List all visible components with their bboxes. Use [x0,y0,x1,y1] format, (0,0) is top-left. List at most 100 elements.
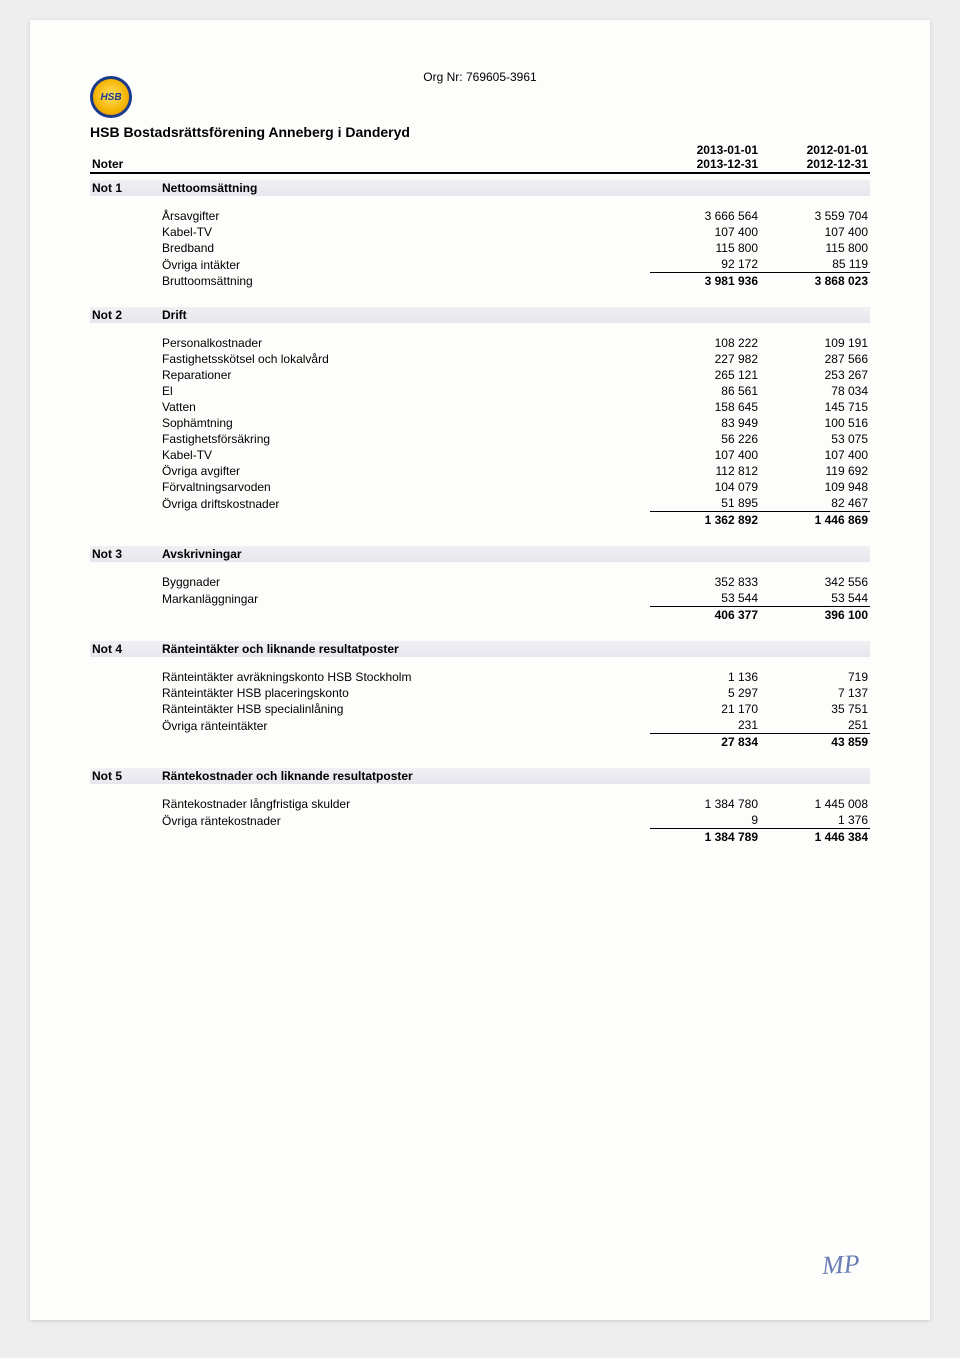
note-title: Nettoomsättning [160,180,650,196]
document-page: Org Nr: 769605-3961 HSB HSB Bostadsrätts… [30,20,930,1320]
table-row: Övriga ränteintäkter231251 [90,717,870,734]
table-row: Övriga räntekostnader91 376 [90,812,870,829]
row-value-1: 1 384 789 [650,829,760,846]
row-label: Övriga avgifter [160,463,650,479]
financial-notes-table: Noter 2013-01-012013-12-31 2012-01-01201… [90,142,870,857]
row-value-2: 43 859 [760,734,870,751]
row-label [160,607,650,624]
table-row: Bredband115 800115 800 [90,240,870,256]
row-value-1: 352 833 [650,574,760,590]
row-label: Övriga räntekostnader [160,812,650,829]
row-value-1: 1 384 780 [650,796,760,812]
row-value-2: 109 191 [760,335,870,351]
row-value-2: 35 751 [760,701,870,717]
row-value-2: 1 445 008 [760,796,870,812]
note-title: Räntekostnader och liknande resultatpost… [160,768,650,784]
row-label [160,734,650,751]
row-label: El [160,383,650,399]
row-label: Övriga intäkter [160,256,650,273]
table-row: El86 56178 034 [90,383,870,399]
note-section-header: Not 2Drift [90,307,870,323]
row-value-1: 27 834 [650,734,760,751]
row-value-1: 53 544 [650,590,760,607]
row-value-1: 107 400 [650,224,760,240]
table-row: Övriga avgifter112 812119 692 [90,463,870,479]
row-label: Fastighetsförsäkring [160,431,650,447]
row-value-2: 145 715 [760,399,870,415]
table-row: Årsavgifter3 666 5643 559 704 [90,208,870,224]
row-value-2: 1 376 [760,812,870,829]
association-title: HSB Bostadsrättsförening Anneberg i Dand… [90,124,870,140]
note-section-header: Not 5Räntekostnader och liknande resulta… [90,768,870,784]
note-title: Ränteintäkter och liknande resultatposte… [160,641,650,657]
row-value-1: 231 [650,717,760,734]
row-label: Ränteintäkter HSB placeringskonto [160,685,650,701]
note-id: Not 2 [90,307,160,323]
row-value-2: 253 267 [760,367,870,383]
row-value-2: 78 034 [760,383,870,399]
table-row: Bruttoomsättning3 981 9363 868 023 [90,273,870,290]
table-row: Byggnader352 833342 556 [90,574,870,590]
row-label: Årsavgifter [160,208,650,224]
row-value-2: 107 400 [760,224,870,240]
row-label: Byggnader [160,574,650,590]
table-row: Fastighetsskötsel och lokalvård227 98228… [90,351,870,367]
row-value-2: 85 119 [760,256,870,273]
row-value-1: 406 377 [650,607,760,624]
table-row: 1 384 7891 446 384 [90,829,870,846]
row-label: Fastighetsskötsel och lokalvård [160,351,650,367]
table-row: Vatten158 645145 715 [90,399,870,415]
hsb-logo-text: HSB [100,92,121,103]
row-value-1: 56 226 [650,431,760,447]
row-value-2: 53 075 [760,431,870,447]
table-row: Kabel-TV107 400107 400 [90,224,870,240]
row-value-1: 51 895 [650,495,760,512]
row-value-2: 115 800 [760,240,870,256]
table-row: Ränteintäkter HSB placeringskonto5 2977 … [90,685,870,701]
column-header-period-1: 2013-01-012013-12-31 [650,142,760,173]
note-title: Drift [160,307,650,323]
row-label: Personalkostnader [160,335,650,351]
row-value-1: 108 222 [650,335,760,351]
row-value-1: 112 812 [650,463,760,479]
row-value-2: 100 516 [760,415,870,431]
row-value-2: 396 100 [760,607,870,624]
note-section-header: Not 3Avskrivningar [90,546,870,562]
row-value-1: 92 172 [650,256,760,273]
row-label: Reparationer [160,367,650,383]
row-value-2: 3 868 023 [760,273,870,290]
table-row: Markanläggningar53 54453 544 [90,590,870,607]
row-value-2: 251 [760,717,870,734]
note-section-header: Not 1Nettoomsättning [90,180,870,196]
row-label: Bredband [160,240,650,256]
row-label: Övriga ränteintäkter [160,717,650,734]
note-id: Not 4 [90,641,160,657]
row-value-1: 158 645 [650,399,760,415]
row-value-2: 342 556 [760,574,870,590]
note-id: Not 1 [90,180,160,196]
row-value-2: 82 467 [760,495,870,512]
row-value-1: 21 170 [650,701,760,717]
row-value-1: 1 136 [650,669,760,685]
row-label: Vatten [160,399,650,415]
row-label [160,829,650,846]
row-label: Ränteintäkter HSB specialinlåning [160,701,650,717]
table-row: Övriga intäkter92 17285 119 [90,256,870,273]
row-value-2: 107 400 [760,447,870,463]
table-row: 1 362 8921 446 869 [90,512,870,529]
row-value-2: 1 446 384 [760,829,870,846]
note-id: Not 3 [90,546,160,562]
table-row: Sophämtning83 949100 516 [90,415,870,431]
row-label: Markanläggningar [160,590,650,607]
row-value-1: 227 982 [650,351,760,367]
table-row: Reparationer265 121253 267 [90,367,870,383]
hsb-logo-icon: HSB [90,76,132,118]
note-title: Avskrivningar [160,546,650,562]
row-label: Räntekostnader långfristiga skulder [160,796,650,812]
row-value-1: 1 362 892 [650,512,760,529]
table-row: Övriga driftskostnader51 89582 467 [90,495,870,512]
row-label: Bruttoomsättning [160,273,650,290]
row-value-1: 107 400 [650,447,760,463]
row-value-1: 115 800 [650,240,760,256]
row-label: Förvaltningsarvoden [160,479,650,495]
